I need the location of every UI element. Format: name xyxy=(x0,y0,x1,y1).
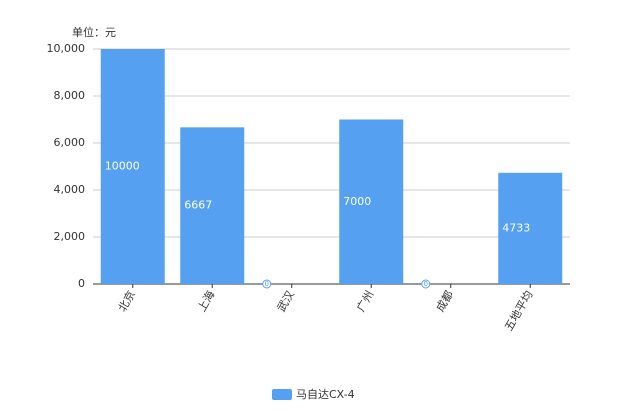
x-tick-label: 上海 xyxy=(194,288,217,314)
x-tick-label: 五地平均 xyxy=(502,289,535,334)
y-tick-label: 8,000 xyxy=(54,89,86,102)
x-tick-label: 广州 xyxy=(354,289,376,315)
data-label: 7000 xyxy=(343,195,371,208)
zero-marker xyxy=(421,279,431,289)
bar xyxy=(339,119,404,284)
data-label: 0 xyxy=(265,280,269,288)
data-label: 6667 xyxy=(184,199,212,212)
y-tick-label: 6,000 xyxy=(54,136,86,149)
y-tick-label: 4,000 xyxy=(54,183,86,196)
x-tick-label: 武汉 xyxy=(275,289,297,315)
data-label: 10000 xyxy=(105,160,140,173)
y-tick-label: 0 xyxy=(78,277,85,290)
data-label: 4733 xyxy=(502,221,530,234)
x-tick-label: 北京 xyxy=(115,288,138,314)
data-label: 0 xyxy=(424,280,428,288)
y-axis-label: 单位：元 xyxy=(72,25,116,39)
y-tick-label: 2,000 xyxy=(54,230,86,243)
legend-swatch xyxy=(272,389,292,400)
x-tick-label: 成都 xyxy=(434,289,456,315)
bar xyxy=(180,127,245,284)
y-tick-label: 10,000 xyxy=(47,42,86,55)
legend-label: 马自达CX-4 xyxy=(296,388,355,401)
zero-marker xyxy=(262,279,272,289)
bar xyxy=(100,49,165,284)
bar xyxy=(498,172,563,284)
